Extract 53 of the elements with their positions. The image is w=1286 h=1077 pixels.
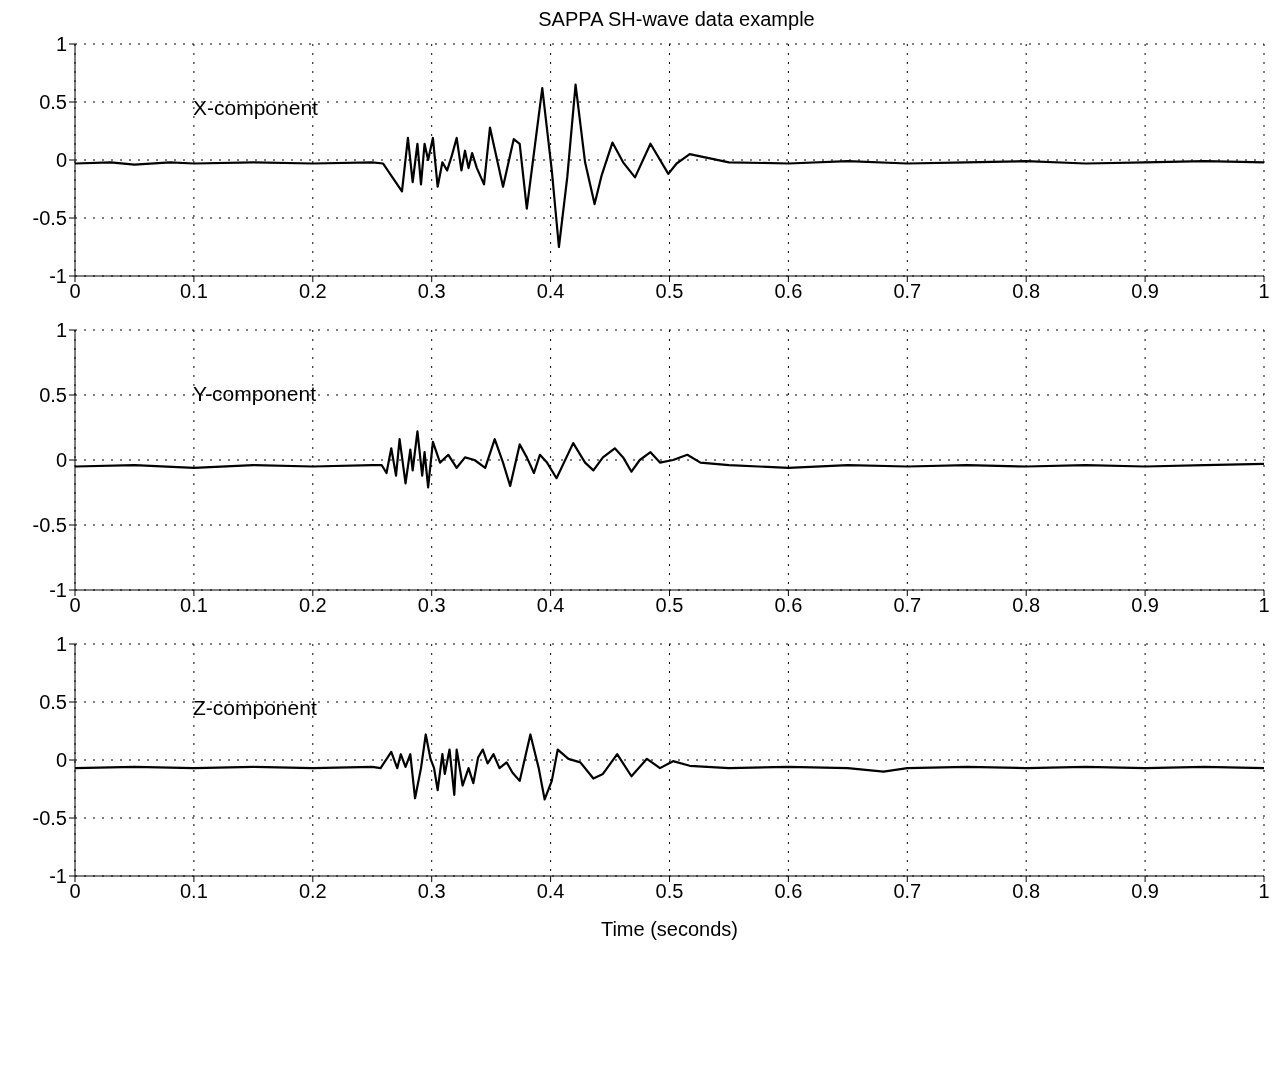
annotation: Y-component: [193, 382, 316, 406]
x-tick-label: 0.4: [536, 280, 565, 303]
x-tick-label: 0.6: [774, 880, 803, 903]
y-tick-label: 1: [55, 33, 67, 56]
x-tick-label: 0: [69, 280, 81, 303]
x-tick-label: 0.8: [1012, 280, 1041, 303]
x-tick-label: 0.9: [1131, 594, 1160, 617]
y-tick-label: 1: [55, 633, 67, 656]
x-tick-label: 0: [69, 594, 81, 617]
x-tick-label: 0.9: [1131, 880, 1160, 903]
x-tick-label: 0: [69, 880, 81, 903]
y-tick-label: 0.5: [39, 384, 67, 407]
y-tick-label: -1: [49, 579, 67, 602]
annotation: Z-component: [193, 696, 317, 720]
x-tick-label: 0.6: [774, 280, 803, 303]
y-tick-label: -0.5: [32, 807, 67, 830]
y-tick-label: 1: [55, 319, 67, 342]
y-tick-label: 0: [55, 749, 67, 772]
x-tick-label: 1: [1258, 280, 1270, 303]
x-tick-label: 0.3: [417, 280, 446, 303]
y-tick-label: -0.5: [32, 207, 67, 230]
y-tick-label: -1: [49, 865, 67, 888]
x-tick-label: 0.1: [179, 880, 208, 903]
x-tick-label: 0.7: [893, 280, 922, 303]
chart-title: SAPPA SH-wave data example: [538, 8, 815, 30]
x-tick-label: 0.7: [893, 880, 922, 903]
x-tick-label: 0.2: [298, 280, 327, 303]
x-tick-label: 0.3: [417, 594, 446, 617]
x-tick-label: 0.4: [536, 594, 565, 617]
x-tick-label: 0.5: [655, 594, 684, 617]
x-tick-label: 0.8: [1012, 880, 1041, 903]
x-tick-label: 0.2: [298, 594, 327, 617]
y-tick-label: 0.5: [39, 691, 67, 714]
x-tick-label: 1: [1258, 880, 1270, 903]
y-tick-label: 0: [55, 449, 67, 472]
x-tick-label: 0.4: [536, 880, 565, 903]
x-axis-title: Time (seconds): [600, 918, 739, 940]
x-tick-label: 0.6: [774, 594, 803, 617]
x-tick-label: 0.5: [655, 280, 684, 303]
y-tick-label: -0.5: [32, 514, 67, 537]
y-tick-label: 0: [55, 149, 67, 172]
x-tick-label: 0.1: [179, 280, 208, 303]
x-tick-label: 0.9: [1131, 280, 1160, 303]
y-tick-label: -1: [49, 265, 67, 288]
x-tick-label: 0.7: [893, 594, 922, 617]
x-tick-label: 0.8: [1012, 594, 1041, 617]
x-tick-label: 1: [1258, 594, 1270, 617]
annotation: X-component: [193, 96, 318, 120]
x-tick-label: 0.1: [179, 594, 208, 617]
x-tick-label: 0.3: [417, 880, 446, 903]
y-tick-label: 0.5: [39, 91, 67, 114]
x-tick-label: 0.5: [655, 880, 684, 903]
x-tick-label: 0.2: [298, 880, 327, 903]
